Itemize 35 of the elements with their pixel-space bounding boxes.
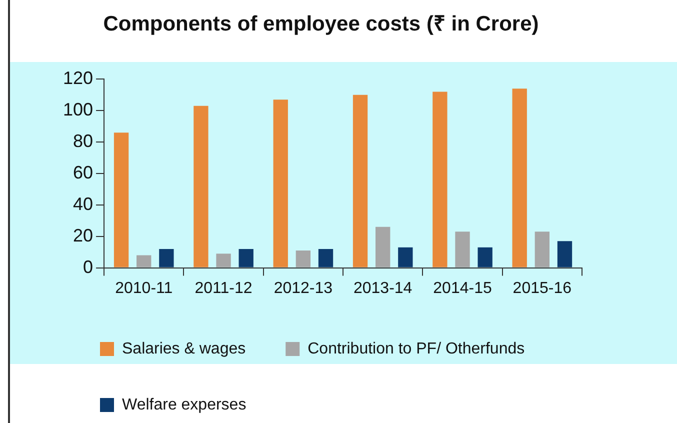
legend-label: Contribution to PF/ Otherfunds xyxy=(308,340,525,358)
bar xyxy=(159,248,174,268)
bar xyxy=(455,232,470,268)
x-tick-label: 2014-15 xyxy=(433,280,492,297)
legend-label: Salaries & wages xyxy=(122,340,246,358)
bar xyxy=(557,241,572,268)
legend-label: Welfare experses xyxy=(122,396,246,414)
bar xyxy=(512,88,527,268)
bar xyxy=(376,226,390,268)
bar xyxy=(194,106,208,268)
x-tick-label: 2015-16 xyxy=(512,280,572,297)
y-tick-label: 60 xyxy=(73,162,94,182)
bar xyxy=(114,132,129,268)
y-tick-label: 80 xyxy=(73,131,94,152)
y-tick-label: 20 xyxy=(73,225,94,246)
y-tick-label: 100 xyxy=(62,100,94,120)
y-tick-label: 0 xyxy=(83,256,94,277)
bar xyxy=(398,247,413,268)
bar xyxy=(478,247,492,268)
bar xyxy=(534,232,550,268)
x-tick-label: 2012-13 xyxy=(274,280,333,297)
bar xyxy=(318,248,334,268)
x-tick-label: 2010-11 xyxy=(115,280,173,297)
bar xyxy=(432,92,448,268)
bar xyxy=(136,255,152,268)
x-tick-label: 2013-14 xyxy=(353,280,412,297)
bar xyxy=(296,250,311,268)
x-tick-label: 2011-12 xyxy=(194,280,252,297)
y-tick-label: 120 xyxy=(62,68,94,88)
chart-title: Components of employee costs (₹ in Crore) xyxy=(103,12,539,36)
bar xyxy=(238,248,254,268)
bar xyxy=(216,254,231,268)
bar xyxy=(352,94,368,268)
bar xyxy=(273,100,288,268)
y-tick-label: 40 xyxy=(73,194,94,214)
